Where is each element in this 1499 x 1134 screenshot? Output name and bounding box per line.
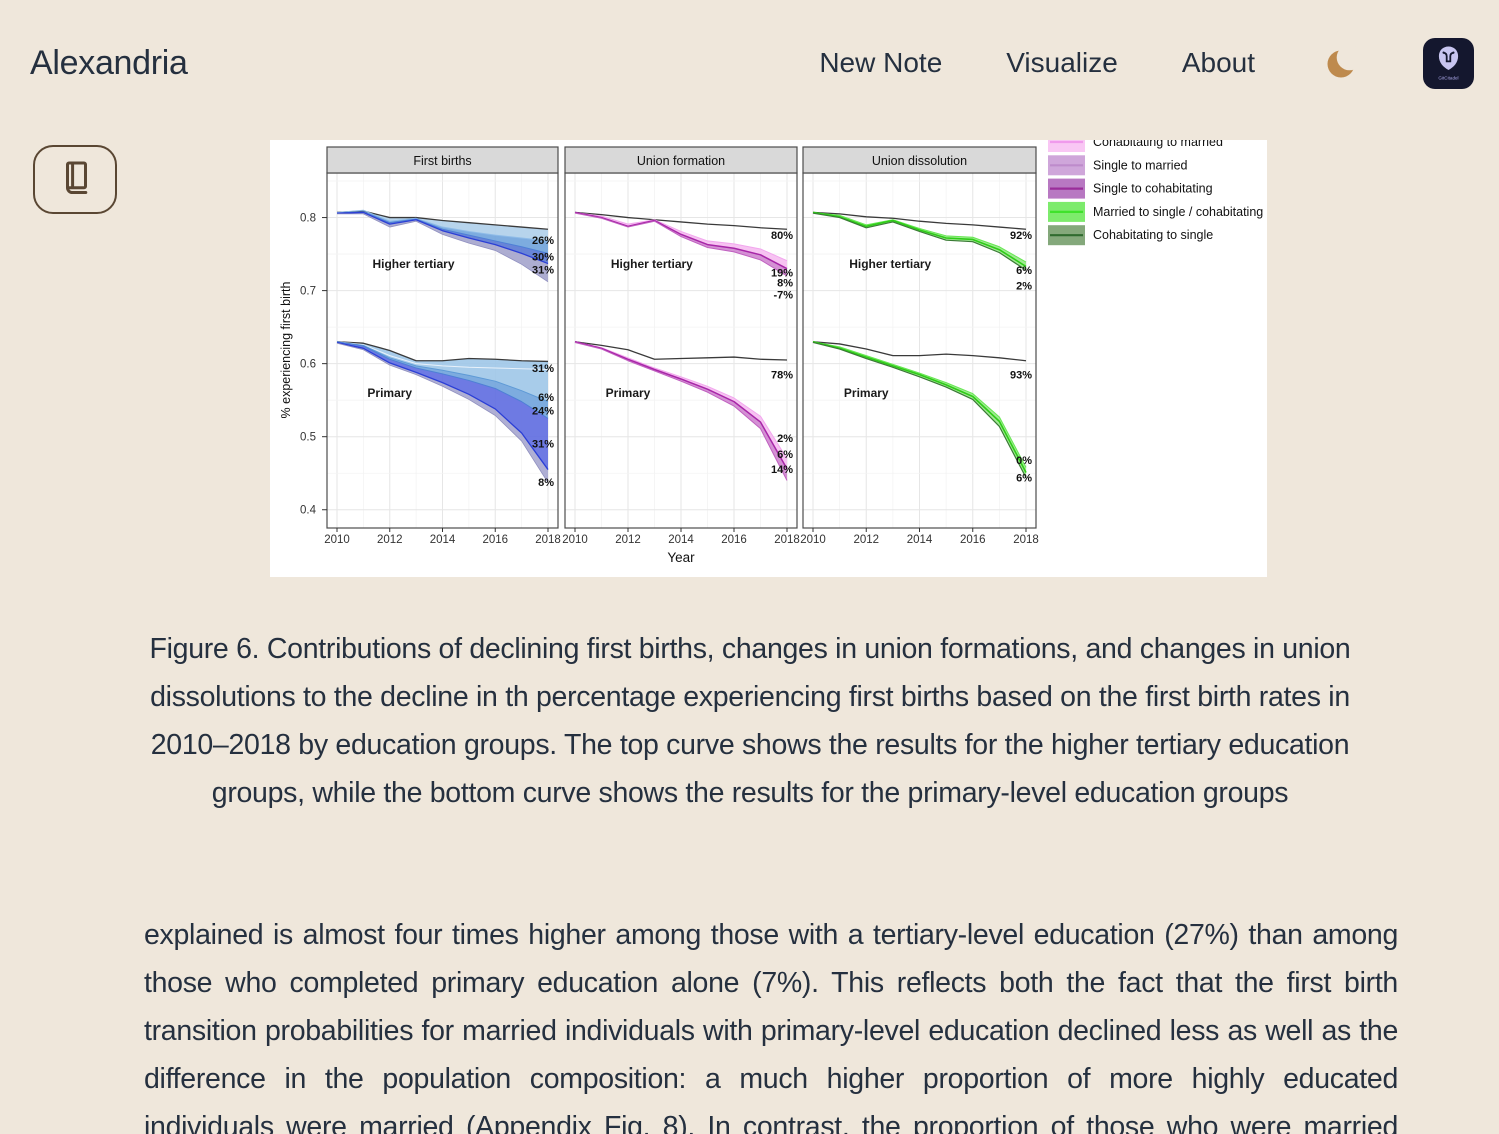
- svg-text:% experiencing first birth: % experiencing first birth: [279, 282, 293, 419]
- svg-text:2012: 2012: [615, 534, 641, 546]
- svg-text:6%: 6%: [777, 449, 793, 461]
- svg-text:8%: 8%: [538, 477, 554, 489]
- svg-text:80%: 80%: [771, 230, 793, 242]
- svg-text:Primary: Primary: [844, 386, 889, 400]
- svg-text:2016: 2016: [960, 534, 986, 546]
- svg-text:Higher tertiary: Higher tertiary: [611, 257, 693, 271]
- svg-text:0.6: 0.6: [300, 359, 316, 371]
- svg-text:Primary: Primary: [367, 386, 412, 400]
- moon-icon: [1325, 44, 1363, 84]
- svg-text:2012: 2012: [853, 534, 879, 546]
- svg-text:2%: 2%: [777, 433, 793, 445]
- svg-text:Cohabitating to single: Cohabitating to single: [1093, 228, 1213, 242]
- svg-text:6%: 6%: [538, 392, 554, 404]
- nav-about[interactable]: About: [1181, 47, 1255, 78]
- svg-text:2018: 2018: [535, 534, 561, 546]
- svg-text:8%: 8%: [777, 278, 793, 290]
- svg-text:Single to married: Single to married: [1093, 158, 1188, 172]
- svg-text:Higher tertiary: Higher tertiary: [372, 257, 454, 271]
- svg-text:2010: 2010: [562, 534, 588, 546]
- svg-text:19%: 19%: [771, 267, 793, 279]
- book-icon: [57, 157, 93, 202]
- svg-text:Single to cohabitating: Single to cohabitating: [1093, 182, 1213, 196]
- svg-text:GitCitadel: GitCitadel: [1438, 75, 1458, 80]
- theme-toggle-button[interactable]: [1325, 44, 1363, 84]
- svg-text:2012: 2012: [377, 534, 403, 546]
- svg-text:6%: 6%: [1016, 265, 1032, 277]
- nav-visualize[interactable]: Visualize: [1006, 47, 1118, 78]
- svg-text:31%: 31%: [532, 438, 554, 450]
- svg-text:14%: 14%: [771, 464, 793, 476]
- svg-text:2018: 2018: [774, 534, 800, 546]
- svg-text:2014: 2014: [430, 534, 456, 546]
- svg-text:92%: 92%: [1010, 230, 1032, 242]
- svg-text:0.8: 0.8: [300, 213, 316, 225]
- svg-text:78%: 78%: [771, 370, 793, 382]
- svg-text:First births: First births: [413, 154, 471, 168]
- svg-text:2016: 2016: [721, 534, 747, 546]
- svg-text:6%: 6%: [1016, 473, 1032, 485]
- svg-text:2014: 2014: [668, 534, 694, 546]
- svg-text:2010: 2010: [324, 534, 350, 546]
- svg-text:Primary: Primary: [606, 386, 651, 400]
- svg-text:2014: 2014: [907, 534, 933, 546]
- figure-caption: Figure 6. Contributions of declining fir…: [149, 632, 1351, 809]
- top-nav-bar: Alexandria New Note Visualize About GitC…: [0, 0, 1499, 126]
- profile-badge-button[interactable]: GitCitadel: [1423, 37, 1474, 92]
- svg-text:26%: 26%: [532, 235, 554, 247]
- reader-mode-button[interactable]: [33, 145, 117, 214]
- article-paragraph: explained is almost four times higher am…: [144, 918, 1398, 1134]
- svg-text:Higher tertiary: Higher tertiary: [849, 257, 931, 271]
- svg-text:24%: 24%: [532, 405, 554, 417]
- svg-text:0.4: 0.4: [300, 505, 317, 517]
- main-nav: New Note Visualize About: [819, 47, 1255, 79]
- svg-text:2016: 2016: [482, 534, 508, 546]
- svg-text:-7%: -7%: [773, 289, 793, 301]
- svg-text:30%: 30%: [532, 251, 554, 263]
- svg-text:Union formation: Union formation: [637, 154, 725, 168]
- svg-text:2018: 2018: [1013, 534, 1039, 546]
- svg-text:0%: 0%: [1016, 455, 1032, 467]
- nav-new-note[interactable]: New Note: [819, 47, 943, 78]
- svg-text:Union dissolution: Union dissolution: [872, 154, 967, 168]
- gitcitadel-logo-icon: GitCitadel: [1423, 37, 1474, 92]
- svg-text:0.5: 0.5: [300, 432, 316, 444]
- svg-text:31%: 31%: [532, 264, 554, 276]
- svg-text:Year: Year: [667, 550, 695, 565]
- svg-text:2%: 2%: [1016, 280, 1032, 292]
- svg-text:93%: 93%: [1010, 370, 1032, 382]
- app-brand[interactable]: Alexandria: [30, 43, 188, 82]
- figure-chart: Higher tertiary26%30%31%Primary31%6%24%3…: [279, 140, 1263, 565]
- figure-image: Higher tertiary 26% 30% 31% Primary 31% 6% 24% 3…: [270, 140, 1267, 577]
- svg-text:0.7: 0.7: [300, 286, 316, 298]
- svg-text:2010: 2010: [800, 534, 826, 546]
- svg-text:Married to single / cohabitati: Married to single / cohabitating: [1093, 205, 1263, 219]
- svg-text:Cohabitating to married: Cohabitating to married: [1093, 140, 1223, 149]
- svg-text:31%: 31%: [532, 363, 554, 375]
